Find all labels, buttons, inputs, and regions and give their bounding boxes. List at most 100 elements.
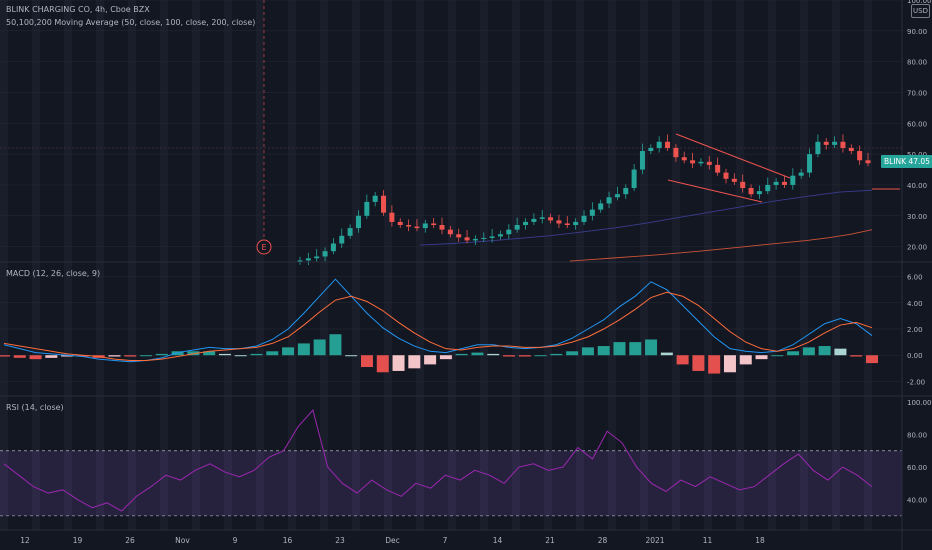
candle-body [439, 225, 445, 230]
candle-body [706, 161, 712, 165]
bg-stripe [512, 0, 520, 530]
x-tick-label: 18 [755, 536, 765, 545]
bg-stripe [416, 0, 424, 530]
macd-histogram-bar [802, 347, 815, 356]
macd-histogram-bar [850, 355, 863, 357]
candle-body [656, 141, 662, 148]
x-tick-label: 2021 [645, 536, 664, 545]
macd-legend[interactable]: MACD (12, 26, close, 9) [6, 269, 101, 278]
candle-body [322, 251, 328, 257]
price-tick-label: 20.00 [907, 244, 927, 252]
bg-stripe [384, 0, 392, 530]
bg-stripe [128, 0, 136, 530]
candle-body [389, 212, 395, 222]
candle-body [531, 218, 537, 222]
macd-tick-label: 6.00 [907, 274, 923, 282]
candle-body [623, 188, 629, 195]
macd-histogram-bar [297, 343, 310, 356]
bg-stripe [32, 0, 40, 530]
macd-histogram-bar [755, 355, 768, 360]
candle-body [305, 258, 311, 261]
currency-badge[interactable]: USD [911, 4, 930, 18]
candle-body [690, 160, 696, 164]
x-tick-label: 23 [335, 536, 345, 545]
chart-title[interactable]: BLINK CHARGING CO, 4h, Cboe BZX [6, 5, 150, 14]
ma-legend[interactable]: 50,100,200 Moving Average (50, close, 10… [6, 18, 256, 27]
candle-body [397, 221, 403, 226]
rsi-band [0, 450, 902, 516]
candle-body [807, 154, 813, 173]
x-tick-label: 12 [20, 536, 30, 545]
x-tick-label: 7 [443, 536, 448, 545]
macd-histogram-bar [108, 355, 121, 357]
macd-histogram-bar [866, 355, 878, 364]
candle-body [681, 157, 687, 161]
candle-body [364, 201, 370, 216]
macd-histogram-bar [408, 355, 421, 369]
price-tick-label: 60.00 [907, 120, 927, 128]
candle-body [815, 141, 821, 155]
macd-histogram-bar [0, 355, 10, 357]
macd-histogram-bar [124, 355, 137, 357]
candle-body [456, 234, 462, 238]
macd-histogram-bar [282, 347, 295, 356]
bg-stripe [96, 0, 104, 530]
candle-body [314, 256, 320, 259]
candle-body [372, 195, 378, 202]
price-tick-label: 90.00 [907, 28, 927, 36]
macd-histogram-bar [250, 353, 263, 356]
candle-body [756, 191, 762, 195]
candle-body [598, 203, 604, 210]
candle-body [330, 243, 336, 252]
macd-histogram-bar [676, 355, 689, 365]
candle-body [832, 141, 838, 145]
macd-histogram-bar [629, 342, 642, 356]
rsi-line [3, 409, 873, 512]
candle-body [497, 234, 503, 237]
candle-body [781, 181, 787, 185]
candle-body [748, 188, 754, 195]
bg-stripe [64, 0, 72, 530]
x-tick-label: 9 [233, 536, 238, 545]
bg-stripe [768, 0, 776, 530]
macd-histogram-bar [660, 352, 673, 356]
macd-histogram-bar [455, 353, 468, 356]
price-ticker: BLINK [884, 157, 907, 166]
moving-averages [419, 189, 873, 262]
candle-body [698, 161, 704, 164]
wedge-upper-line[interactable] [675, 133, 791, 179]
macd-tick-label: 4.00 [907, 300, 923, 308]
earnings-marker[interactable]: E [256, 239, 272, 255]
price-tick-label: 40.00 [907, 182, 927, 190]
macd-histogram-bar [645, 339, 658, 356]
macd-histogram-bar [329, 334, 342, 356]
macd-histogram-bar [360, 355, 373, 368]
candle-body [556, 220, 562, 224]
bg-stripe [736, 0, 744, 530]
macd-histogram-bar [787, 351, 800, 356]
bg-stripe [0, 0, 8, 530]
macd-histogram-bar [345, 355, 358, 357]
candle-body [573, 221, 579, 226]
wedge-lower-line[interactable] [667, 179, 763, 203]
macd-histogram-bar [45, 355, 58, 358]
macd-histogram-bar [424, 355, 437, 365]
candle-body [581, 215, 587, 222]
price-tick-label: 30.00 [907, 213, 927, 221]
rsi-tick-label: 60.00 [907, 464, 927, 472]
earnings-icon[interactable] [256, 239, 272, 255]
candle-body [564, 223, 570, 226]
wedge-trendlines[interactable] [667, 133, 900, 203]
candle-body [447, 229, 453, 235]
candle-body [740, 181, 746, 189]
x-tick-label: 21 [545, 536, 555, 545]
x-tick-label: 26 [125, 536, 135, 545]
bg-stripe [800, 0, 808, 530]
bg-stripe [704, 0, 712, 530]
x-tick-label: 11 [703, 536, 713, 545]
candle-body [639, 151, 645, 170]
macd-tick-label: 0.00 [907, 352, 923, 360]
macd-tick-label: -2.00 [907, 378, 925, 386]
rsi-legend[interactable]: RSI (14, close) [6, 403, 64, 412]
